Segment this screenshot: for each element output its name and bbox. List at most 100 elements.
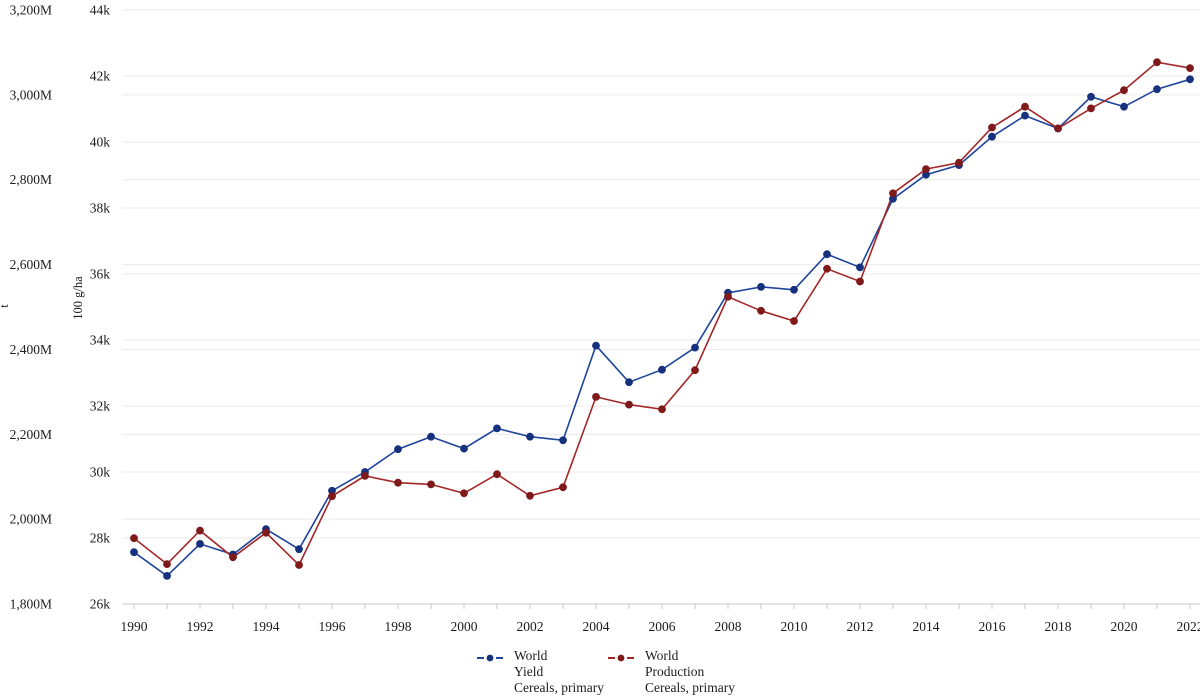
x-axis-tick-label: 1998 — [385, 619, 412, 634]
production-axis-tick-label: 2,000M — [10, 512, 52, 527]
data-point-yield-2004[interactable] — [592, 341, 600, 350]
yield-axis-tick-label: 26k — [90, 597, 111, 612]
data-point-yield-1992[interactable] — [196, 540, 204, 548]
data-point-yield-2022[interactable] — [1186, 75, 1194, 84]
data-point-production-2006[interactable] — [658, 405, 666, 414]
yield-axis-tick-label: 36k — [90, 267, 111, 282]
data-point-yield-2016[interactable] — [988, 132, 996, 141]
production-legend-label: World Production Cereals, primary — [645, 648, 735, 696]
data-point-yield-1999[interactable] — [427, 432, 435, 441]
production-axis-tick-label: 1,800M — [10, 597, 52, 612]
legend-item-production[interactable]: World Production Cereals, primary — [608, 648, 735, 696]
series-line-yield — [133, 78, 1191, 577]
data-point-production-1992[interactable] — [196, 526, 204, 535]
data-point-production-1999[interactable] — [427, 480, 435, 489]
data-point-production-1991[interactable] — [163, 560, 171, 568]
legend-item-yield[interactable]: World Yield Cereals, primary — [477, 648, 604, 696]
data-point-yield-2005[interactable] — [625, 378, 633, 387]
data-point-production-2019[interactable] — [1087, 104, 1095, 113]
data-point-yield-2019[interactable] — [1087, 92, 1095, 101]
yield-axis-tick-label: 42k — [90, 69, 111, 84]
yield-axis-tick-label: 34k — [90, 333, 111, 348]
production-axis-tick-label: 2,800M — [10, 172, 52, 187]
data-point-production-1994[interactable] — [262, 528, 270, 537]
data-point-production-1996[interactable] — [328, 492, 336, 501]
data-point-production-2008[interactable] — [724, 292, 732, 301]
yield-axis-title: 100 g/ha — [71, 276, 85, 320]
data-point-yield-2000[interactable] — [460, 444, 468, 453]
data-point-production-2020[interactable] — [1120, 86, 1128, 95]
x-axis-tick-label: 2016 — [979, 619, 1006, 634]
data-point-production-2012[interactable] — [856, 277, 864, 286]
data-point-production-2016[interactable] — [988, 123, 996, 132]
data-point-yield-2012[interactable] — [856, 263, 864, 272]
data-point-production-2001[interactable] — [493, 470, 501, 479]
data-point-yield-1996[interactable] — [328, 486, 336, 495]
data-point-yield-2014[interactable] — [922, 170, 930, 179]
production-legend-line3: Cereals, primary — [645, 680, 735, 695]
data-point-production-2002[interactable] — [526, 491, 534, 500]
x-axis-tick-label: 2004 — [583, 619, 610, 634]
production-axis-tick-label: 3,000M — [10, 87, 52, 102]
data-point-production-2017[interactable] — [1021, 102, 1029, 111]
data-point-yield-2013[interactable] — [889, 194, 897, 203]
data-point-yield-2011[interactable] — [823, 250, 831, 259]
yield-legend-line3: Cereals, primary — [514, 680, 604, 695]
x-axis-tick-label: 2018 — [1045, 619, 1072, 634]
data-point-yield-2006[interactable] — [658, 365, 666, 374]
data-point-yield-2002[interactable] — [526, 432, 534, 441]
data-point-production-2003[interactable] — [559, 483, 567, 492]
data-point-yield-2007[interactable] — [691, 343, 699, 352]
production-legend-marker-icon — [608, 654, 634, 662]
data-point-production-2015[interactable] — [955, 158, 963, 167]
x-axis-tick-label: 2006 — [649, 619, 676, 634]
x-axis-tick-label: 1994 — [253, 619, 280, 634]
x-axis-tick-label: 1992 — [187, 619, 214, 634]
data-point-yield-2021[interactable] — [1153, 85, 1161, 94]
data-point-yield-2017[interactable] — [1021, 111, 1029, 120]
data-point-yield-2003[interactable] — [559, 436, 567, 445]
x-axis-tick-label: 2022 — [1177, 619, 1200, 634]
data-point-production-2009[interactable] — [757, 306, 765, 315]
data-point-production-1995[interactable] — [295, 561, 303, 569]
data-point-production-2011[interactable] — [823, 264, 831, 273]
x-axis-tick-label: 2008 — [715, 619, 742, 634]
yield-legend-label: World Yield Cereals, primary — [514, 648, 604, 696]
x-axis-tick-label: 2012 — [847, 619, 874, 634]
data-point-production-2018[interactable] — [1054, 124, 1062, 133]
data-point-production-1993[interactable] — [229, 553, 237, 562]
data-point-production-2004[interactable] — [592, 393, 600, 401]
data-point-production-2014[interactable] — [922, 165, 930, 174]
data-point-yield-1995[interactable] — [295, 545, 303, 554]
production-axis-tick-label: 2,600M — [10, 257, 52, 272]
data-point-yield-2009[interactable] — [757, 283, 765, 291]
data-point-production-2022[interactable] — [1186, 64, 1194, 72]
production-legend-line1: World — [645, 648, 679, 663]
data-point-production-2013[interactable] — [889, 189, 897, 198]
data-point-production-2010[interactable] — [790, 317, 798, 325]
yield-axis-tick-label: 30k — [90, 465, 111, 480]
data-point-production-2000[interactable] — [460, 489, 468, 498]
data-point-yield-1991[interactable] — [163, 572, 171, 580]
data-point-yield-1998[interactable] — [394, 445, 402, 454]
data-point-yield-1990[interactable] — [130, 548, 138, 557]
production-axis-title: t — [0, 304, 11, 308]
data-point-yield-2020[interactable] — [1120, 102, 1128, 111]
yield-axis-tick-label: 44k — [90, 3, 111, 18]
yield-axis-tick-label: 40k — [90, 135, 111, 150]
data-point-production-1997[interactable] — [361, 472, 369, 480]
data-point-production-2005[interactable] — [625, 400, 633, 409]
data-point-production-1990[interactable] — [130, 534, 138, 543]
data-point-production-1998[interactable] — [394, 478, 402, 487]
data-point-yield-2001[interactable] — [493, 424, 501, 433]
data-point-production-2021[interactable] — [1153, 58, 1161, 67]
yield-axis-tick-label: 32k — [90, 399, 111, 414]
yield-legend-marker-icon — [477, 654, 503, 662]
data-point-yield-2010[interactable] — [790, 285, 798, 294]
x-axis-tick-label: 2000 — [451, 619, 478, 634]
data-point-production-2007[interactable] — [691, 366, 699, 375]
production-axis-tick-label: 3,200M — [10, 3, 52, 18]
x-axis-tick-label: 2002 — [517, 619, 544, 634]
